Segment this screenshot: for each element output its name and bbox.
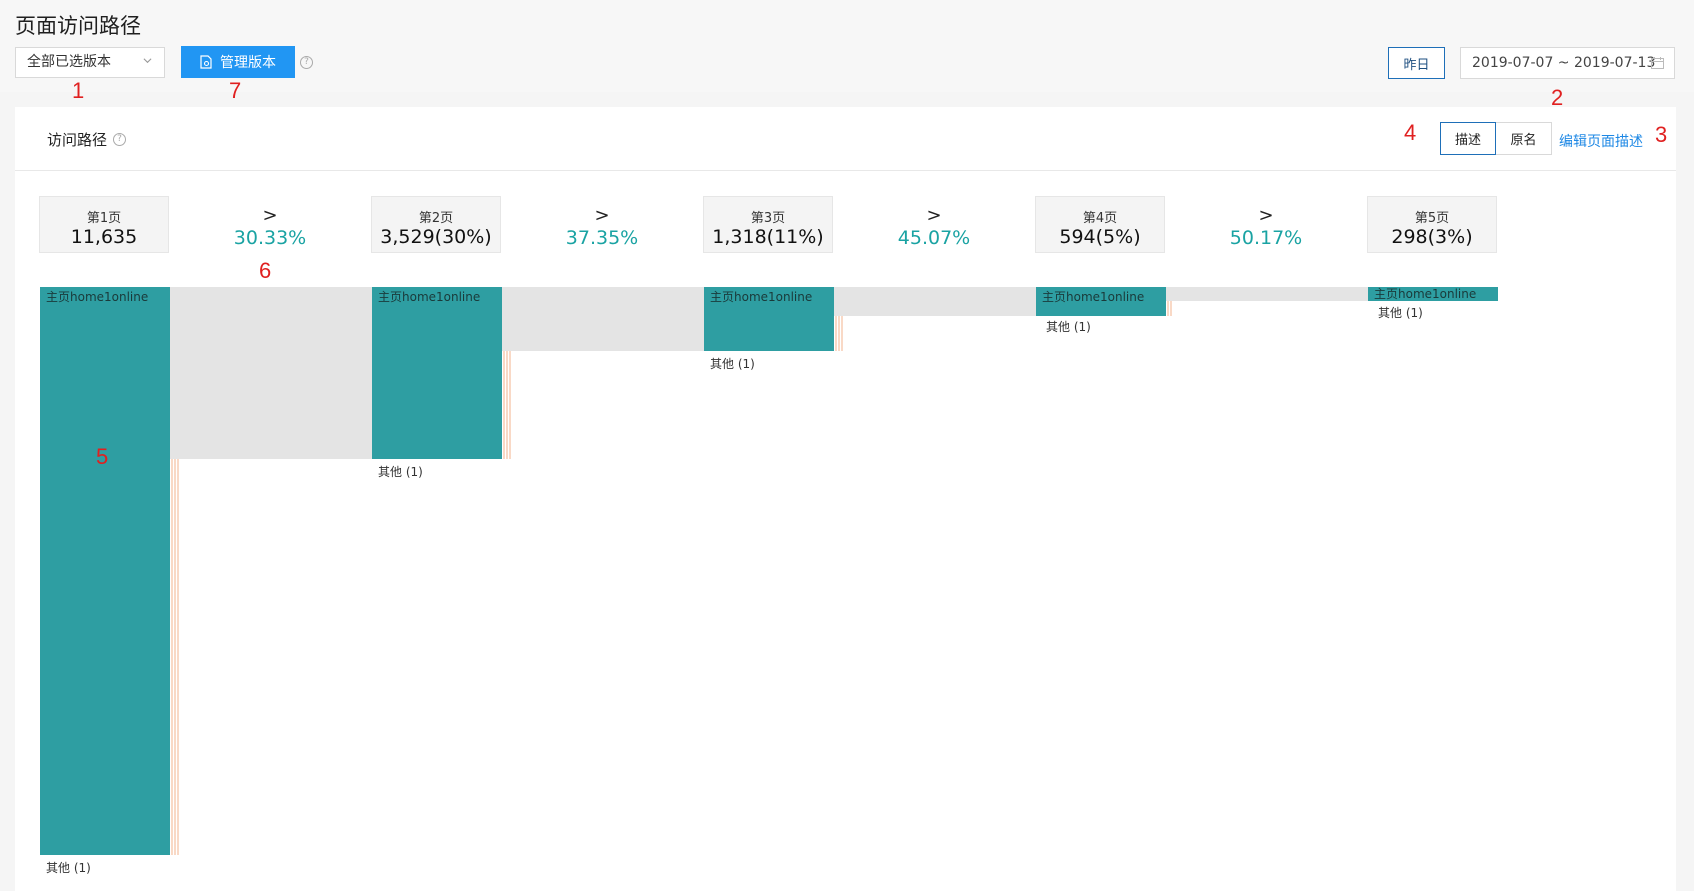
step-label: 第3页 — [750, 211, 786, 226]
conversion-rate: > 37.35% — [532, 205, 672, 250]
node-label: 主页home1online — [378, 290, 481, 304]
other-label: 其他 (1) — [46, 861, 91, 875]
card-header: 访问路径 ? 4 描述 原名 编辑页面描述 3 — [15, 107, 1676, 171]
node-label: 主页home1online — [1042, 290, 1145, 304]
annotation-6: 6 — [259, 258, 272, 283]
manage-version-label: 管理版本 — [220, 54, 276, 70]
step-label: 第4页 — [1082, 211, 1118, 226]
annotation-4: 4 — [1404, 120, 1417, 145]
page-title: 页面访问路径 — [15, 14, 141, 38]
other-label: 其他 (1) — [378, 465, 423, 479]
path-node-step-3[interactable] — [704, 287, 834, 351]
arrow-icon: > — [262, 205, 278, 226]
flow-link — [170, 287, 373, 459]
other-label: 其他 (1) — [1378, 306, 1423, 320]
conversion-rate: > 45.07% — [864, 205, 1004, 250]
step-label: 第1页 — [86, 211, 122, 226]
step-value: 594(5%) — [1059, 226, 1141, 248]
calendar-icon — [1651, 57, 1664, 69]
step-value: 3,529(30%) — [380, 226, 492, 248]
step-label: 第2页 — [418, 211, 454, 226]
node-label: 主页home1online — [46, 290, 149, 304]
path-node-step-1[interactable] — [40, 287, 170, 855]
date-range-value: 2019-07-07 ~ 2019-07-13 — [1472, 55, 1656, 71]
path-flow-chart — [170, 287, 1369, 855]
arrow-icon: > — [1258, 205, 1274, 226]
page-header: 页面访问路径 全部已选版本 管理版本 ? 昨日 2019-07-07 ~ 201… — [0, 0, 1694, 92]
annotation-5: 5 — [96, 444, 109, 469]
conversion-percent: 30.33% — [233, 227, 307, 249]
drop-off-stripes — [171, 301, 1172, 855]
version-select[interactable]: 全部已选版本 — [15, 47, 165, 78]
annotation-3: 3 — [1655, 122, 1668, 147]
arrow-icon: > — [594, 205, 610, 226]
visit-path-card: 访问路径 ? 4 描述 原名 编辑页面描述 3 第1页 11,635 第2页 3… — [15, 107, 1676, 891]
flow-link — [834, 287, 1037, 316]
chevron-down-icon — [143, 58, 152, 64]
yesterday-button[interactable]: 昨日 — [1388, 47, 1445, 79]
other-label: 其他 (1) — [1046, 320, 1091, 334]
document-gear-icon — [200, 55, 212, 69]
conversion-percent: 37.35% — [565, 227, 639, 249]
conversion-rate: > 30.33% — [200, 205, 340, 250]
edit-page-description-link[interactable]: 编辑页面描述 — [1559, 134, 1643, 150]
flow-link — [1166, 287, 1369, 301]
conversion-rate: > 50.17% — [1196, 205, 1336, 250]
help-icon[interactable]: ? — [113, 133, 127, 146]
manage-version-button[interactable]: 管理版本 — [181, 46, 295, 78]
other-label: 其他 (1) — [710, 357, 755, 371]
label-mode-toggle: 描述 原名 — [1440, 122, 1552, 155]
step-value: 298(3%) — [1391, 226, 1473, 248]
step-box: 第5页 298(3%) — [1367, 196, 1497, 253]
path-node-step-2[interactable] — [372, 287, 502, 459]
node-label: 主页home1online — [1374, 287, 1477, 301]
path-node-step-4[interactable] — [1036, 287, 1166, 316]
annotation-2: 2 — [1551, 85, 1564, 110]
card-title-text: 访问路径 — [47, 131, 108, 149]
node-label: 主页home1online — [710, 290, 813, 304]
describe-toggle-button[interactable]: 描述 — [1440, 122, 1496, 155]
step-label: 第5页 — [1414, 211, 1450, 226]
flow-link — [502, 287, 705, 351]
date-range-picker[interactable]: 2019-07-07 ~ 2019-07-13 — [1460, 47, 1675, 79]
step-box: 第4页 594(5%) — [1035, 196, 1165, 253]
arrow-icon: > — [926, 205, 942, 226]
path-node-step-5[interactable] — [1368, 287, 1498, 301]
card-title: 访问路径 ? — [47, 129, 127, 150]
step-box: 第2页 3,529(30%) — [371, 196, 501, 253]
step-value: 11,635 — [70, 226, 138, 248]
help-icon[interactable]: ? — [300, 56, 313, 69]
annotation-7: 7 — [229, 78, 242, 103]
original-name-toggle-button[interactable]: 原名 — [1496, 122, 1552, 155]
conversion-percent: 45.07% — [897, 227, 971, 249]
step-box: 第3页 1,318(11%) — [703, 196, 833, 253]
version-select-value: 全部已选版本 — [27, 54, 111, 70]
step-value: 1,318(11%) — [712, 226, 824, 248]
step-box: 第1页 11,635 — [39, 196, 169, 253]
conversion-percent: 50.17% — [1229, 227, 1303, 249]
annotation-1: 1 — [72, 78, 85, 103]
